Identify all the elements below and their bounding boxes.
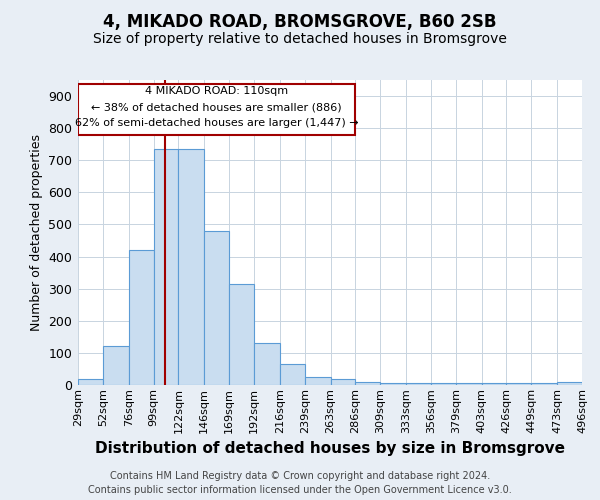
Bar [406,384,431,385]
Bar [331,378,355,385]
Bar [531,384,557,385]
Bar [355,382,380,385]
Bar [482,384,506,385]
Bar [305,377,331,385]
FancyBboxPatch shape [78,84,355,135]
X-axis label: Distribution of detached houses by size in Bromsgrove: Distribution of detached houses by size … [95,441,565,456]
Bar [229,284,254,385]
Bar [254,344,280,385]
Bar [154,149,178,385]
Text: Size of property relative to detached houses in Bromsgrove: Size of property relative to detached ho… [93,32,507,46]
Bar [103,346,129,385]
Bar [204,231,229,385]
Text: Contains HM Land Registry data © Crown copyright and database right 2024.: Contains HM Land Registry data © Crown c… [110,471,490,481]
Bar [380,384,406,385]
Text: 62% of semi-detached houses are larger (1,447) →: 62% of semi-detached houses are larger (… [75,118,358,128]
Text: 4, MIKADO ROAD, BROMSGROVE, B60 2SB: 4, MIKADO ROAD, BROMSGROVE, B60 2SB [103,12,497,30]
Bar [431,384,456,385]
Bar [78,378,103,385]
Text: ← 38% of detached houses are smaller (886): ← 38% of detached houses are smaller (88… [91,102,342,113]
Bar [178,149,204,385]
Bar [129,250,154,385]
Text: 4 MIKADO ROAD: 110sqm: 4 MIKADO ROAD: 110sqm [145,86,288,96]
Bar [280,364,305,385]
Y-axis label: Number of detached properties: Number of detached properties [30,134,43,331]
Bar [506,384,531,385]
Text: Contains public sector information licensed under the Open Government Licence v3: Contains public sector information licen… [88,485,512,495]
Bar [557,382,582,385]
Bar [456,384,482,385]
